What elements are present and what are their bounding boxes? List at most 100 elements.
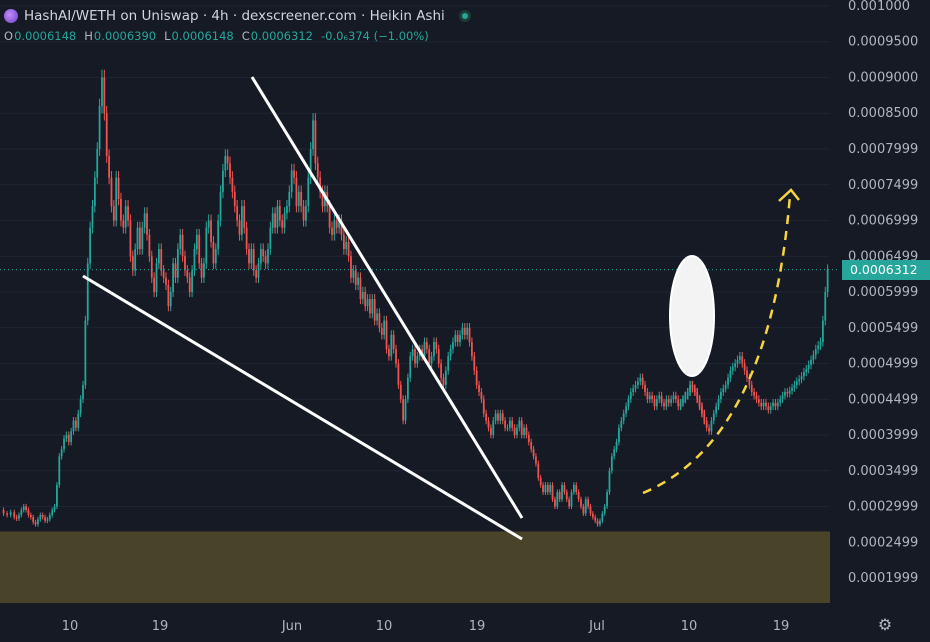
- candle-body: [167, 284, 170, 307]
- candle-body: [821, 320, 824, 343]
- candle-body: [712, 413, 715, 421]
- candle-body: [746, 370, 748, 378]
- candle-body: [803, 372, 805, 377]
- candle-body: [148, 234, 151, 257]
- candle-body: [504, 420, 507, 428]
- breakout-ellipse: [669, 255, 715, 377]
- candle-body: [539, 477, 542, 485]
- candle-body: [233, 191, 236, 207]
- candle-body: [366, 299, 369, 307]
- candle-body: [283, 213, 286, 228]
- candle-body: [205, 227, 208, 264]
- candle-body: [404, 399, 407, 421]
- candle-body: [736, 359, 739, 364]
- candle-body: [670, 399, 673, 403]
- candle-body: [738, 356, 741, 360]
- candle-body: [750, 384, 753, 393]
- ohlc-close: C0.0006312: [241, 29, 313, 43]
- candle-body: [70, 431, 73, 443]
- candle-body: [791, 387, 793, 391]
- candle-body: [48, 515, 51, 520]
- candle-body: [392, 334, 395, 350]
- candle-body: [271, 213, 274, 228]
- candle-body: [525, 427, 528, 435]
- candle-body: [660, 395, 663, 403]
- candle-body: [89, 227, 92, 264]
- candle-body: [32, 517, 35, 523]
- y-tick-label: 0.0001999: [848, 571, 918, 586]
- candle-body: [734, 363, 737, 368]
- candle-body: [181, 234, 184, 257]
- candle-body: [599, 520, 601, 525]
- candle-body: [765, 402, 767, 407]
- candle-body: [399, 384, 402, 400]
- projection-arrow: [642, 194, 792, 495]
- candle-body: [56, 484, 58, 507]
- candle-body: [708, 427, 710, 432]
- candle-body: [124, 206, 127, 228]
- candle-body: [769, 406, 772, 410]
- x-tick-label: 10: [62, 619, 79, 634]
- y-tick-label: 0.0004999: [848, 357, 918, 372]
- candle-body: [290, 170, 293, 192]
- candle-body: [110, 177, 113, 207]
- x-tick-label: Jul: [588, 619, 605, 634]
- candle-body: [549, 484, 552, 493]
- candle-body: [537, 463, 540, 478]
- candle-body: [217, 220, 220, 250]
- candle-body: [112, 206, 115, 221]
- candle-body: [376, 313, 378, 321]
- candle-body: [544, 484, 547, 493]
- y-tick-label: 0.0003499: [848, 464, 918, 479]
- candle-body: [570, 492, 573, 507]
- candle-body: [757, 399, 760, 403]
- candle-body: [93, 177, 96, 207]
- candle-body: [807, 364, 810, 370]
- candle-body: [532, 449, 535, 457]
- candle-body: [629, 392, 632, 400]
- candle-body: [468, 327, 471, 343]
- candle-body: [772, 402, 774, 407]
- candle-body: [800, 376, 803, 380]
- candle-body: [461, 327, 464, 335]
- candle-body: [826, 269, 829, 292]
- candle-body: [572, 484, 575, 493]
- candle-body: [731, 367, 734, 371]
- candle-body: [542, 484, 544, 493]
- candle-body: [257, 263, 260, 278]
- candle-body: [648, 395, 651, 400]
- candle-body: [425, 342, 428, 350]
- candle-body: [53, 506, 56, 511]
- candle-body: [658, 395, 661, 400]
- candle-body: [601, 513, 604, 521]
- candle-body: [352, 270, 355, 278]
- candle-body: [29, 515, 32, 518]
- candle-body: [591, 513, 594, 518]
- gear-icon[interactable]: ⚙: [877, 615, 893, 634]
- candle-body: [286, 206, 288, 214]
- candle-body: [594, 517, 597, 521]
- candle-body: [577, 492, 580, 500]
- candle-body: [499, 413, 502, 421]
- candle-body: [561, 484, 563, 500]
- candle-body: [814, 349, 817, 355]
- y-tick-label: 0.0009000: [848, 70, 918, 85]
- candle-body: [338, 220, 341, 228]
- y-tick-label: 0.0004499: [848, 392, 918, 407]
- candle-body: [231, 177, 234, 192]
- candle-body: [508, 420, 511, 428]
- candle-body: [755, 395, 758, 400]
- x-tick-label: 10: [376, 619, 393, 634]
- candle-body: [608, 470, 611, 493]
- candle-body: [554, 499, 556, 507]
- ohlc-legend: O0.0006148 H0.0006390 L0.0006148 C0.0006…: [4, 29, 429, 43]
- candle-body: [342, 234, 345, 250]
- candle-body: [409, 356, 412, 378]
- ohlc-high: H0.0006390: [84, 29, 157, 43]
- candle-body: [58, 456, 61, 485]
- candle-body: [373, 299, 376, 321]
- candle-body: [309, 148, 312, 178]
- candle-body: [288, 191, 291, 207]
